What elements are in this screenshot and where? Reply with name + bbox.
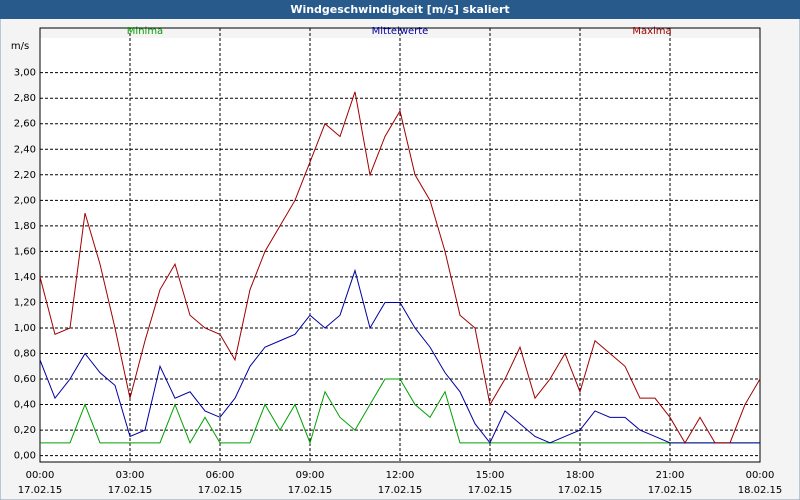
series-line <box>39 91 761 444</box>
x-tick-label: 06:00 <box>206 470 235 481</box>
x-tick-label: 12:00 <box>386 470 415 481</box>
x-tick-date: 17.02.15 <box>288 485 333 496</box>
x-tick-date: 17.02.15 <box>378 485 423 496</box>
x-tick-date: 17.02.15 <box>108 485 153 496</box>
y-tick-label: 2,20 <box>14 170 36 181</box>
y-tick-label: 2,40 <box>14 144 36 155</box>
y-tick-label: 2,80 <box>14 93 36 104</box>
y-tick-label: 3,00 <box>14 68 36 79</box>
x-tick-label: 18:00 <box>566 470 595 481</box>
x-tick-date: 17.02.15 <box>558 485 603 496</box>
y-axis-label: m/s <box>11 41 29 52</box>
x-tick-date: 17.02.15 <box>198 485 243 496</box>
legend-label: Mittelwerte <box>372 26 429 37</box>
legend-label: Maxima <box>632 26 671 37</box>
y-tick-label: 0,00 <box>14 451 36 462</box>
legend-label: Minima <box>127 26 163 37</box>
x-tick-label: 09:00 <box>296 470 325 481</box>
y-tick-label: 0,40 <box>14 400 36 411</box>
x-tick-label: 03:00 <box>116 470 145 481</box>
series-line <box>39 268 760 444</box>
y-tick-label: 1,20 <box>14 297 36 308</box>
x-tick-date: 18.02.15 <box>738 485 783 496</box>
x-tick-date: 17.02.15 <box>18 485 63 496</box>
y-tick-label: 1,80 <box>14 221 36 232</box>
x-tick-label: 21:00 <box>656 470 685 481</box>
x-tick-label: 15:00 <box>476 470 505 481</box>
title-bar <box>0 0 800 19</box>
y-tick-label: 1,40 <box>14 272 36 283</box>
y-tick-label: 0,20 <box>14 425 36 436</box>
y-tick-label: 2,60 <box>14 119 36 130</box>
y-tick-label: 2,00 <box>14 195 36 206</box>
y-tick-label: 0,80 <box>14 349 36 360</box>
y-tick-label: 1,60 <box>14 246 36 257</box>
x-tick-date: 17.02.15 <box>648 485 693 496</box>
x-tick-label: 00:00 <box>26 470 55 481</box>
plot-border <box>39 27 761 463</box>
x-tick-date: 17.02.15 <box>468 485 513 496</box>
chart-title: Windgeschwindigkeit [m/s] skaliert <box>290 3 509 16</box>
y-tick-label: 1,00 <box>14 323 36 334</box>
x-tick-label: 00:00 <box>746 470 775 481</box>
series-line <box>40 378 760 445</box>
y-tick-label: 0,60 <box>14 374 36 385</box>
